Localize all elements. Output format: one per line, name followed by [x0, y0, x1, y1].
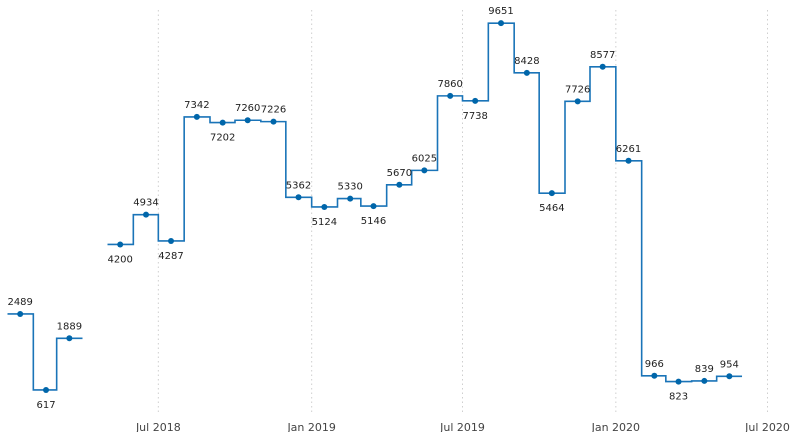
data-point [599, 63, 606, 70]
data-point [498, 20, 505, 27]
data-label: 4934 [133, 198, 158, 209]
data-point [625, 157, 632, 164]
vertical-gridlines [157, 10, 768, 412]
data-label: 5146 [361, 216, 386, 227]
data-point [447, 92, 454, 99]
data-point [193, 113, 200, 120]
data-label: 7202 [210, 133, 235, 144]
data-point [66, 335, 73, 342]
data-label: 7738 [462, 111, 487, 122]
data-label: 9651 [488, 6, 513, 17]
data-label: 7860 [437, 79, 462, 90]
data-label: 8428 [514, 56, 539, 67]
data-label: 7342 [184, 100, 209, 111]
data-point [370, 203, 377, 210]
data-point [701, 377, 708, 384]
data-label: 8577 [590, 50, 615, 61]
data-label: 966 [645, 359, 664, 370]
data-label: 617 [36, 400, 55, 411]
data-label: 5362 [286, 180, 311, 191]
data-label: 5464 [539, 203, 564, 214]
data-point [295, 194, 302, 201]
data-label: 5330 [337, 182, 362, 193]
data-label: 4287 [158, 251, 183, 262]
data-point [421, 167, 428, 174]
data-label: 7260 [235, 103, 260, 114]
data-label: 2489 [7, 297, 32, 308]
data-label: 5124 [312, 217, 337, 228]
data-point [244, 117, 251, 124]
data-point [548, 190, 555, 197]
data-point [117, 241, 124, 248]
data-markers [17, 20, 733, 393]
x-tick-label: Jul 2020 [744, 421, 790, 432]
data-point [396, 181, 403, 188]
data-label: 7726 [565, 84, 590, 95]
data-point [219, 119, 226, 126]
data-label: 6025 [412, 153, 437, 164]
x-tick-label: Jan 2020 [591, 421, 640, 432]
data-point [270, 118, 277, 125]
data-point [726, 373, 733, 380]
data-label: 7226 [261, 105, 286, 116]
data-point [321, 203, 328, 210]
data-point [574, 98, 581, 105]
data-label: 6261 [616, 144, 641, 155]
data-label: 5670 [387, 168, 412, 179]
x-tick-label: Jan 2019 [286, 421, 335, 432]
data-labels: 2489 617 1889 4200 4934 4287 7342 7202 7260 7226 5… [7, 6, 738, 411]
data-label: 954 [720, 359, 739, 370]
data-label: 4200 [107, 254, 132, 265]
x-axis: Jul 2018 Jan 2019 Jul 2019 Jan 2020 Jul 2020 [135, 421, 790, 432]
data-label: 1889 [57, 321, 82, 332]
data-point [43, 386, 50, 393]
data-label: 823 [669, 392, 688, 403]
data-point [523, 69, 530, 76]
data-label: 839 [695, 364, 714, 375]
x-tick-label: Jul 2018 [135, 421, 181, 432]
data-point [651, 372, 658, 379]
data-point [472, 97, 479, 104]
x-tick-label: Jul 2019 [439, 421, 485, 432]
data-point [168, 237, 175, 244]
data-point [17, 310, 24, 317]
data-point [347, 195, 354, 202]
data-point [675, 378, 682, 385]
data-point [143, 211, 150, 218]
